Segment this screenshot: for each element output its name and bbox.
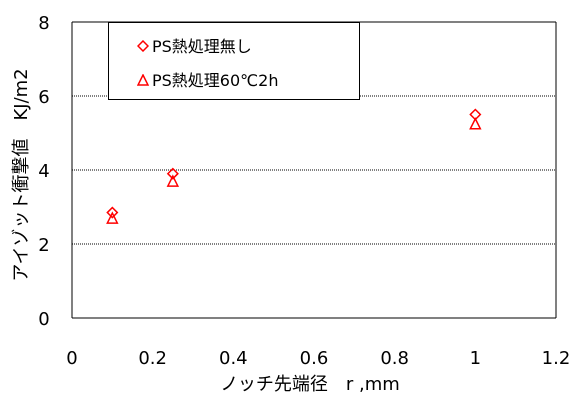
point-diamond-0 bbox=[106, 206, 119, 219]
x-tick-label-5: 1 bbox=[470, 348, 481, 369]
tick-labels: 0 2 4 6 8 0 0.2 0.4 0.6 0.8 1 1.2 bbox=[38, 13, 570, 369]
point-triangle-2 bbox=[469, 117, 482, 130]
point-triangle-0 bbox=[106, 211, 119, 224]
x-tick-label-3: 0.6 bbox=[300, 348, 329, 369]
legend-entry-2: PS熱処理60℃2h bbox=[136, 67, 279, 91]
y-tick-label-2: 4 bbox=[38, 161, 49, 182]
data-marks bbox=[106, 108, 482, 224]
y-tick-label-0: 0 bbox=[38, 309, 49, 330]
y-axis-label: アイゾット衝撃値 KJ/m2 bbox=[11, 68, 32, 282]
x-tick-label-0: 0 bbox=[66, 348, 77, 369]
y-tick-label-4: 8 bbox=[38, 13, 49, 34]
y-tick-label-3: 6 bbox=[38, 87, 49, 108]
triangle-marker-icon bbox=[136, 72, 150, 86]
legend-label-1: PS熱処理無し bbox=[152, 37, 252, 56]
legend: PS熱処理無し PS熱処理60℃2h bbox=[108, 22, 360, 100]
grid-lines bbox=[72, 95, 556, 245]
y-tick-label-1: 2 bbox=[38, 235, 49, 256]
diamond-marker-icon bbox=[136, 39, 150, 52]
x-tick-label-6: 1.2 bbox=[542, 348, 571, 369]
x-axis-label: ノッチ先端径 r ,mm bbox=[220, 374, 400, 395]
x-tick-label-4: 0.8 bbox=[380, 348, 409, 369]
legend-label-2: PS熱処理60℃2h bbox=[152, 71, 279, 90]
point-diamond-1 bbox=[166, 167, 179, 180]
x-tick-label-1: 0.2 bbox=[138, 348, 167, 369]
legend-entry-1: PS熱処理無し bbox=[136, 33, 252, 57]
point-triangle-1 bbox=[166, 174, 180, 187]
x-tick-label-2: 0.4 bbox=[219, 348, 248, 369]
